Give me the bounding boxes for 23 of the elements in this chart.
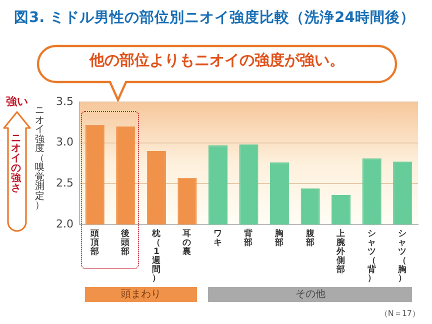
x-tick-label: シャツ（胸） [397, 229, 408, 284]
x-tick-label: 背部 [243, 228, 254, 248]
text: （N＝17） [380, 308, 420, 319]
text: 頭まわり [85, 287, 197, 302]
chart-title: 図3. ミドル男性の部位別ニオイ強度比較（洗浄24時間後） [14, 8, 415, 27]
x-tick-label: 枕（1週間） [150, 228, 162, 284]
text: その他 [208, 287, 412, 302]
x-tick-label: 上腕外側部 [336, 228, 347, 275]
y-tick-label: 2.5 [56, 176, 74, 190]
x-tick-label: 胸部 [274, 228, 284, 248]
text: 他の部位よりもニオイの強度が強い。 [88, 51, 346, 70]
y-tick-label: 2.0 [56, 217, 74, 230]
y-tick-label: 3.5 [56, 94, 74, 108]
x-tick-label: シャツ（背） [366, 229, 378, 284]
x-tick-label: 頭頂部 [89, 229, 100, 257]
x-tick-label: ワキ [213, 229, 222, 248]
y-tick-label: 3.0 [56, 136, 74, 149]
x-tick-label: 耳の裏 [182, 228, 192, 257]
text: ニオイの強さ [11, 133, 21, 194]
x-tick-label: 腹部 [304, 228, 315, 248]
x-tick-label: 後頭部 [120, 228, 130, 257]
text: ニオイ強度（嗅覚測定） [35, 105, 45, 211]
text: 強い [6, 94, 28, 109]
